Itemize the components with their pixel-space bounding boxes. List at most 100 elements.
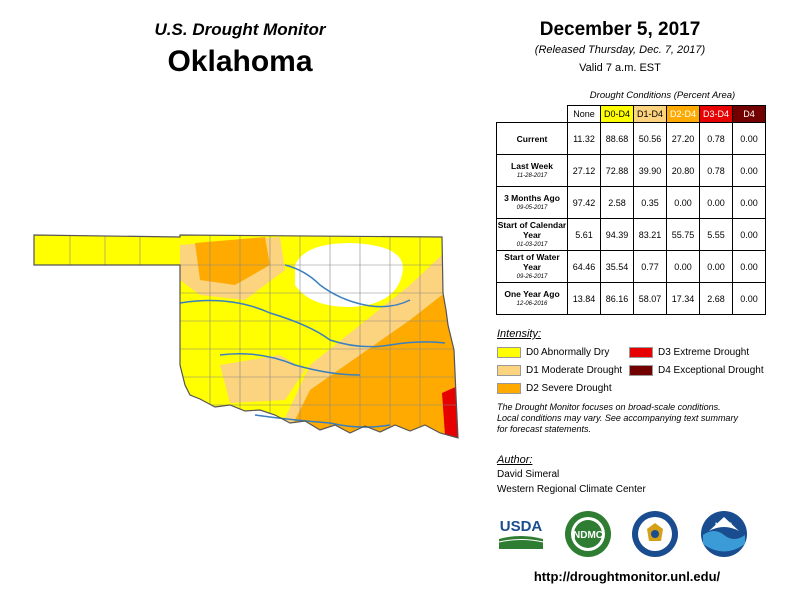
table-cell: 0.35 — [633, 186, 667, 219]
svg-text:NOAA: NOAA — [715, 523, 733, 529]
table-row: One Year Ago 12-06-2016 13.84 86.16 58.07… — [496, 282, 766, 315]
legend-label: D3 Extreme Drought — [658, 347, 750, 358]
d3-swatch — [629, 346, 653, 358]
table-cell: 0.00 — [732, 122, 766, 155]
column-header-none: None — [567, 105, 601, 123]
column-header-d4: D4 — [732, 105, 766, 123]
table-cell: 13.84 — [567, 282, 601, 315]
release-date: (Released Thursday, Dec. 7, 2017) — [534, 44, 706, 56]
disclaimer-note: The Drought Monitor focuses on broad-sca… — [497, 402, 777, 435]
legend-label: D0 Abnormally Dry — [526, 347, 610, 358]
table-cell: 0.00 — [732, 154, 766, 187]
legend-item-d4: D4 Exceptional Drought — [629, 364, 764, 378]
table-cell: 86.16 — [600, 282, 634, 315]
d2-region-se — [280, 295, 458, 438]
table-cell: 0.00 — [732, 186, 766, 219]
drought-statistics-table: None D0-D4 D1-D4 D2-D4 D3-D4 D4 Current … — [496, 105, 766, 315]
table-caption: Drought Conditions (Percent Area) — [589, 90, 736, 101]
row-label: 3 Months Ago 09-05-2017 — [496, 186, 568, 219]
legend-item-d2: D2 Severe Drought — [497, 382, 612, 396]
noaa-logo: NOAA — [701, 511, 747, 557]
table-cell: 5.61 — [567, 218, 601, 251]
table-cell: 0.00 — [732, 218, 766, 251]
row-label: Current — [496, 122, 568, 155]
table-corner — [496, 105, 568, 123]
table-cell: 35.54 — [600, 250, 634, 283]
legend-item-d0: D0 Abnormally Dry — [497, 346, 609, 360]
table-cell: 0.77 — [633, 250, 667, 283]
d0-swatch — [497, 346, 521, 358]
legend-item-d1: D1 Moderate Drought — [497, 364, 622, 378]
table-row: 3 Months Ago 09-05-2017 97.42 2.58 0.35 0… — [496, 186, 766, 219]
county-lines — [69, 235, 458, 438]
table-cell: 0.00 — [732, 282, 766, 315]
legend-label: D2 Severe Drought — [526, 383, 612, 394]
table-cell: 0.78 — [699, 154, 733, 187]
table-cell: 58.07 — [633, 282, 667, 315]
state-outline — [33, 234, 459, 439]
ndmc-logo: NDMC — [565, 511, 611, 557]
table-cell: 17.34 — [666, 282, 700, 315]
legend-item-d3: D3 Extreme Drought — [629, 346, 749, 360]
table-cell: 50.56 — [633, 122, 667, 155]
table-row: Start of Water Year 09-26-2017 64.46 35.5… — [496, 250, 766, 283]
valid-time: Valid 7 a.m. EST — [579, 62, 661, 74]
table-cell: 0.00 — [699, 250, 733, 283]
table-cell: 2.68 — [699, 282, 733, 315]
usda-logo: USDA — [498, 518, 544, 549]
author-heading: Author: — [497, 454, 533, 466]
d4-swatch — [629, 364, 653, 376]
table-cell: 97.42 — [567, 186, 601, 219]
table-cell: 88.68 — [600, 122, 634, 155]
table-cell: 2.58 — [600, 186, 634, 219]
d2-region-nw — [195, 237, 270, 285]
state-name: Oklahoma — [167, 45, 313, 78]
table-cell: 64.46 — [567, 250, 601, 283]
map-title: U.S. Drought Monitor — [154, 20, 326, 39]
table-cell: 83.21 — [633, 218, 667, 251]
table-row: Current 11.32 88.68 50.56 27.20 0.78 0.0… — [496, 122, 766, 155]
legend-label: D4 Exceptional Drought — [658, 365, 764, 376]
row-label: Last Week 11-28-2017 — [496, 154, 568, 187]
svg-text:USDA: USDA — [500, 518, 543, 535]
author-organization: Western Regional Climate Center — [497, 484, 646, 495]
note-line: Local conditions may vary. See accompany… — [497, 413, 738, 423]
legend-label: D1 Moderate Drought — [526, 365, 623, 376]
table-cell: 55.75 — [666, 218, 700, 251]
rivers — [179, 264, 446, 428]
d3-region — [442, 385, 458, 438]
website-link[interactable]: http://droughtmonitor.unl.edu/ — [533, 569, 721, 584]
d1-swatch — [497, 364, 521, 376]
oklahoma-drought-map — [33, 234, 459, 439]
row-label: Start of Calendar Year 01-03-2017 — [496, 218, 568, 251]
svg-text:NDMC: NDMC — [573, 530, 603, 541]
commerce-seal-icon — [632, 511, 678, 557]
table-cell: 27.20 — [666, 122, 700, 155]
table-cell: 20.80 — [666, 154, 700, 187]
row-label: Start of Water Year 09-26-2017 — [496, 250, 568, 283]
table-cell: 0.00 — [666, 186, 700, 219]
map-date: December 5, 2017 — [539, 19, 701, 40]
table-cell: 72.88 — [600, 154, 634, 187]
table-row: Last Week 11-28-2017 27.12 72.88 39.90 20… — [496, 154, 766, 187]
table-cell: 0.00 — [732, 250, 766, 283]
legend-title: Intensity: — [497, 328, 542, 340]
d1-region-sw — [220, 355, 305, 403]
column-header-d1-d4: D1-D4 — [633, 105, 667, 123]
table-cell: 27.12 — [567, 154, 601, 187]
table-cell: 11.32 — [567, 122, 601, 155]
author-name: David Simeral — [497, 469, 560, 480]
table-cell: 39.90 — [633, 154, 667, 187]
table-cell: 0.78 — [699, 122, 733, 155]
table-cell: 0.00 — [699, 186, 733, 219]
column-header-d0-d4: D0-D4 — [600, 105, 634, 123]
no-drought-region — [295, 243, 403, 307]
d2-swatch — [497, 382, 521, 394]
row-label: One Year Ago 12-06-2016 — [496, 282, 568, 315]
column-header-d3-d4: D3-D4 — [699, 105, 733, 123]
table-cell: 0.00 — [666, 250, 700, 283]
table-cell: 94.39 — [600, 218, 634, 251]
column-header-d2-d4: D2-D4 — [666, 105, 700, 123]
note-line: for forecast statements. — [497, 424, 592, 434]
table-cell: 5.55 — [699, 218, 733, 251]
